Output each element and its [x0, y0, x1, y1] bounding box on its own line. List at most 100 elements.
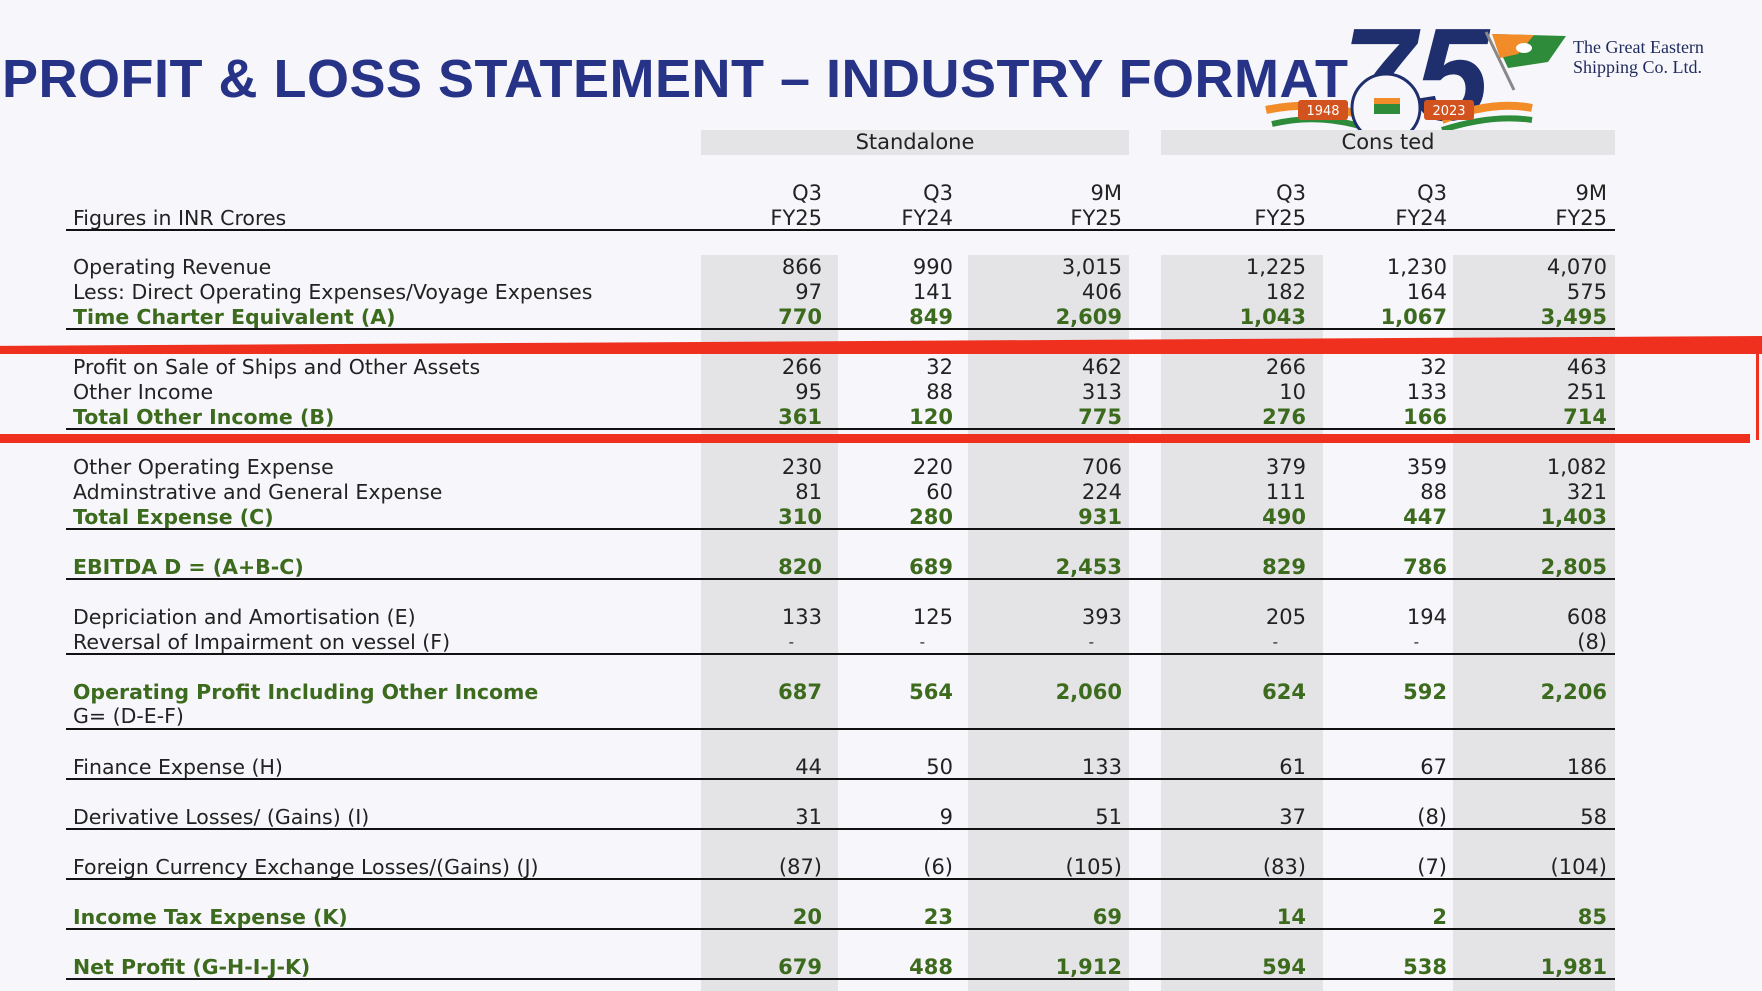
- table-cell: 2,609: [1055, 305, 1122, 329]
- table-cell: 182: [1265, 280, 1306, 304]
- column-header-3-q: 9M: [1090, 181, 1122, 205]
- table-cell: (83): [1262, 855, 1306, 879]
- row-rule: [66, 878, 1615, 880]
- table-cell: 120: [909, 405, 953, 429]
- column-header-6-q: 9M: [1575, 181, 1607, 205]
- table-cell: 88: [926, 380, 953, 404]
- table-cell: 97: [795, 280, 822, 304]
- table-cell: 608: [1566, 605, 1607, 629]
- table-cell: 81: [795, 480, 822, 504]
- table-cell: 820: [778, 555, 822, 579]
- row-rule: [66, 578, 1615, 580]
- company-flag-icon: [1484, 31, 1566, 91]
- row-label: Depriciation and Amortisation (E): [73, 605, 416, 629]
- table-cell: 490: [1262, 505, 1306, 529]
- table-cell: 462: [1081, 355, 1122, 379]
- row-label: Reversal of Impairment on vessel (F): [73, 630, 451, 654]
- table-cell: -: [919, 633, 925, 651]
- group-header-consolidated: Cons ted: [1161, 130, 1615, 155]
- table-cell: 266: [781, 355, 822, 379]
- table-cell: (87): [778, 855, 822, 879]
- company-name-line1: The Great Eastern: [1573, 37, 1704, 57]
- highlight-bottom-line: [0, 434, 1750, 443]
- row-label: Total Other Income (B): [73, 405, 335, 429]
- column-header-5-q: Q3: [1417, 181, 1447, 205]
- units-label: Figures in INR Crores: [73, 206, 287, 230]
- table-cell: 594: [1262, 955, 1306, 979]
- table-cell: 379: [1265, 455, 1306, 479]
- row-label: Net Profit (G-H-I-J-K): [73, 955, 311, 979]
- row-label: Other Income: [73, 380, 214, 404]
- company-name: The Great Eastern Shipping Co. Ltd.: [1573, 37, 1704, 77]
- row-rule: [66, 428, 1615, 430]
- page-title: PROFIT & LOSS STATEMENT – INDUSTRY FORMA…: [2, 49, 1349, 109]
- table-cell: 164: [1406, 280, 1447, 304]
- column-header-1-q: Q3: [792, 181, 822, 205]
- row-label: Derivative Losses/ (Gains) (I): [73, 805, 370, 829]
- table-cell: (8): [1417, 805, 1447, 829]
- table-cell: 575: [1566, 280, 1607, 304]
- table-cell: 687: [778, 680, 822, 704]
- table-cell: 931: [1078, 505, 1122, 529]
- table-cell: 406: [1081, 280, 1122, 304]
- row-rule: [66, 328, 1615, 330]
- table-cell: 2,453: [1055, 555, 1122, 579]
- table-cell: 125: [912, 605, 953, 629]
- table-cell: 679: [778, 955, 822, 979]
- table-cell: 689: [909, 555, 953, 579]
- table-cell: 313: [1081, 380, 1122, 404]
- column-header-4-q: Q3: [1276, 181, 1306, 205]
- table-cell: 276: [1262, 405, 1306, 429]
- table-cell: 786: [1403, 555, 1447, 579]
- table-cell: 88: [1420, 480, 1447, 504]
- table-cell: -: [1272, 633, 1278, 651]
- table-cell: 111: [1265, 480, 1306, 504]
- table-cell: 775: [1078, 405, 1122, 429]
- table-cell: 2,060: [1055, 680, 1122, 704]
- row-label: Operating Profit Including Other Income: [73, 680, 539, 704]
- column-header-3-fy: FY25: [1070, 206, 1122, 230]
- table-cell: 69: [1092, 905, 1122, 929]
- table-cell: 564: [909, 680, 953, 704]
- col-band-consolidated-9mfy25: [1453, 255, 1615, 991]
- table-cell: 770: [778, 305, 822, 329]
- table-cell: (8): [1577, 630, 1607, 654]
- table-cell: 1,082: [1546, 455, 1607, 479]
- table-cell: 9: [939, 805, 953, 829]
- row-label: Other Operating Expense: [73, 455, 334, 479]
- col-band-standalone-9mfy25: [968, 255, 1129, 991]
- table-cell: 359: [1406, 455, 1447, 479]
- logo-year-to: 2023: [1432, 104, 1465, 119]
- row-rule: [66, 778, 1615, 780]
- row-label: EBITDA D = (A+B-C): [73, 555, 304, 579]
- table-cell: 990: [912, 255, 953, 279]
- row-label: Foreign Currency Exchange Losses/(Gains)…: [73, 855, 539, 879]
- row-rule: [66, 653, 1615, 655]
- table-cell: 67: [1420, 755, 1447, 779]
- logo-year-from: 1948: [1306, 104, 1339, 119]
- table-cell: 849: [909, 305, 953, 329]
- column-header-4-fy: FY25: [1254, 206, 1306, 230]
- table-cell: 266: [1265, 355, 1306, 379]
- table-cell: 141: [912, 280, 953, 304]
- row-rule: [66, 528, 1615, 530]
- table-cell: 44: [795, 755, 822, 779]
- table-cell: 85: [1577, 905, 1607, 929]
- table-cell: 1,403: [1540, 505, 1607, 529]
- table-cell: 592: [1403, 680, 1447, 704]
- table-cell: 205: [1265, 605, 1306, 629]
- table-cell: 706: [1081, 455, 1122, 479]
- table-cell: 3,015: [1061, 255, 1122, 279]
- table-cell: 2,206: [1540, 680, 1607, 704]
- row-label: Adminstrative and General Expense: [73, 480, 443, 504]
- table-cell: 224: [1081, 480, 1122, 504]
- table-cell: 361: [778, 405, 822, 429]
- table-cell: (6): [923, 855, 953, 879]
- row-label-sub: G= (D-E-F): [73, 704, 184, 728]
- table-cell: (105): [1065, 855, 1122, 879]
- column-header-5-fy: FY24: [1395, 206, 1447, 230]
- table-cell: 32: [926, 355, 953, 379]
- table-cell: 32: [1420, 355, 1447, 379]
- table-cell: (7): [1417, 855, 1447, 879]
- table-cell: 37: [1279, 805, 1306, 829]
